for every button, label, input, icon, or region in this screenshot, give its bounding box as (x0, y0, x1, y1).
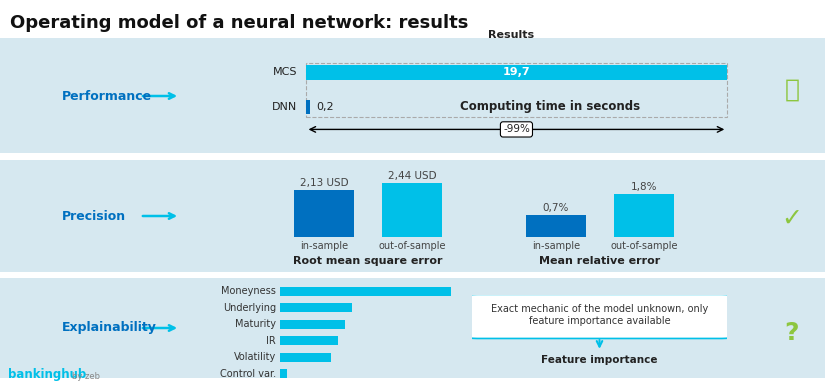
Bar (280, 303, 352, 312)
Text: Exact mechanic of the model unknown, only
feature importance available: Exact mechanic of the model unknown, onl… (491, 304, 708, 326)
Text: Results: Results (488, 30, 534, 40)
Text: ✊: ✊ (785, 78, 799, 102)
Text: IR: IR (266, 336, 276, 346)
Text: Operating model of a neural network: results: Operating model of a neural network: res… (10, 14, 469, 32)
Text: bankinghub: bankinghub (8, 368, 87, 381)
Text: Performance: Performance (62, 89, 152, 103)
Text: 19,7: 19,7 (502, 67, 530, 77)
Bar (280, 369, 287, 378)
Text: in-sample: in-sample (300, 241, 348, 251)
Bar (306, 99, 310, 114)
Text: Explainability: Explainability (62, 321, 157, 335)
Text: Root mean square error: Root mean square error (293, 256, 443, 266)
Bar (526, 215, 586, 236)
Text: Computing time in seconds: Computing time in seconds (460, 100, 640, 113)
Text: Maturity: Maturity (235, 319, 276, 329)
Text: 2,13 USD: 2,13 USD (299, 178, 348, 188)
Text: 1,8%: 1,8% (631, 182, 658, 192)
Text: Feature importance: Feature importance (541, 355, 658, 365)
Text: ✓: ✓ (781, 206, 803, 230)
Bar (306, 65, 727, 80)
Text: out-of-sample: out-of-sample (610, 241, 678, 251)
Text: by zeb: by zeb (72, 372, 100, 381)
Bar (382, 183, 442, 236)
Bar (280, 320, 345, 329)
Text: -99%: -99% (503, 124, 530, 135)
Text: Precision: Precision (62, 209, 126, 223)
Text: 0,2: 0,2 (317, 102, 334, 112)
Text: Control var.: Control var. (220, 369, 276, 379)
Text: in-sample: in-sample (532, 241, 580, 251)
Bar (280, 353, 332, 362)
FancyBboxPatch shape (467, 294, 732, 339)
Text: ?: ? (785, 321, 799, 346)
Text: MCS: MCS (272, 67, 297, 77)
Text: Underlying: Underlying (223, 303, 276, 313)
Text: Volatility: Volatility (234, 352, 276, 362)
Bar (280, 336, 338, 345)
Text: 0,7%: 0,7% (543, 203, 569, 213)
Text: Moneyness: Moneyness (221, 286, 276, 296)
Bar (294, 190, 354, 236)
Bar (280, 287, 451, 296)
Text: 2,44 USD: 2,44 USD (388, 171, 436, 181)
Text: Mean relative error: Mean relative error (540, 256, 661, 266)
Text: out-of-sample: out-of-sample (378, 241, 446, 251)
Text: DNN: DNN (272, 102, 297, 112)
Bar (614, 194, 674, 236)
